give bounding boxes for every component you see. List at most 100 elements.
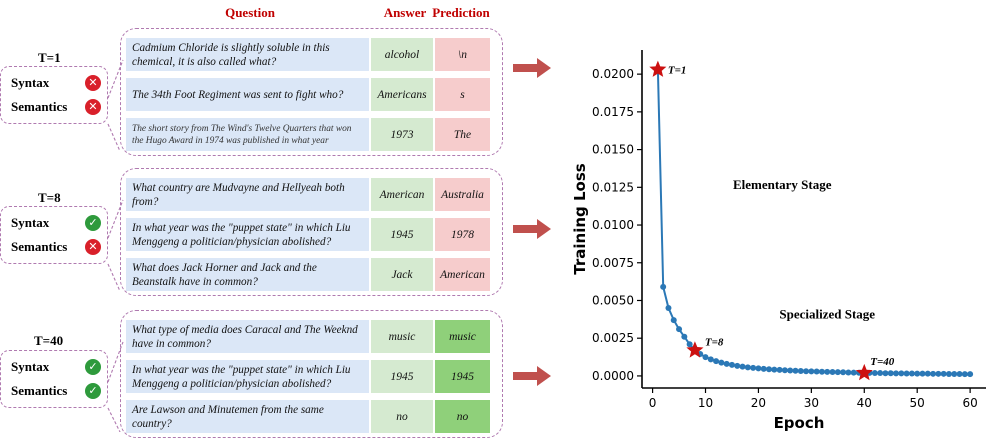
- check-icon: ✓: [85, 215, 101, 231]
- question-cell: What type of media does Caracal and The …: [126, 320, 369, 353]
- table-row: Cadmium Chloride is slightly soluble in …: [126, 38, 490, 71]
- loss-point: [893, 370, 900, 377]
- right-arrow-icon: [513, 58, 551, 78]
- x-tick-label: 10: [698, 396, 713, 410]
- check-icon: ✓: [85, 383, 101, 399]
- group-2-status-box: Syntax ✓ Semantics ✕: [0, 206, 108, 264]
- check-icon: ✓: [85, 359, 101, 375]
- loss-point: [787, 367, 794, 374]
- loss-point: [670, 317, 677, 324]
- prediction-header: Prediction: [432, 5, 490, 20]
- question-cell: In what year was the "puppet state" in w…: [126, 360, 369, 393]
- y-tick-label: 0.0025: [592, 331, 634, 345]
- training-loss-chart: 0.0000 0.0025 0.0050 0.0075 0.0100 0.0125 0.01…: [571, 50, 986, 432]
- prediction-cell: 1978: [435, 218, 490, 251]
- loss-point: [681, 333, 688, 340]
- x-axis-label: Epoch: [774, 414, 825, 432]
- loss-point: [903, 370, 910, 377]
- x-tick-label: 30: [804, 396, 819, 410]
- loss-point: [707, 356, 714, 363]
- semantics-label: Semantics: [11, 239, 68, 254]
- loss-point: [908, 370, 915, 377]
- x-tick-label: 20: [751, 396, 766, 410]
- loss-series-line: [656, 69, 971, 376]
- y-tick-label: 0.0050: [592, 293, 634, 307]
- loss-point: [760, 365, 767, 372]
- semantics-row: Semantics ✕: [11, 237, 101, 257]
- answer-cell: Jack: [371, 258, 433, 291]
- x-tick-label: 50: [910, 396, 925, 410]
- loss-point: [755, 365, 762, 372]
- stage-annotation: Specialized Stage: [779, 307, 875, 322]
- cross-icon: ✕: [85, 239, 101, 255]
- highlight-star-icon: [686, 341, 704, 358]
- loss-point: [956, 370, 963, 377]
- cross-icon: ✕: [85, 75, 101, 91]
- loss-point: [734, 362, 741, 369]
- table-row: In what year was the "puppet state" in w…: [126, 218, 490, 251]
- group-1-status-box: Syntax ✕ Semantics ✕: [0, 66, 108, 124]
- loss-point: [718, 359, 725, 366]
- y-axis-label: Training Loss: [571, 163, 589, 274]
- loss-point: [781, 367, 788, 374]
- prediction-cell: \n: [435, 38, 490, 71]
- loss-point: [676, 326, 683, 333]
- answer-cell: music: [371, 320, 433, 353]
- highlight-star-icon: [855, 363, 873, 381]
- answer-cell: 1945: [371, 218, 433, 251]
- syntax-row: Syntax ✓: [11, 213, 101, 233]
- loss-point: [797, 367, 804, 374]
- y-tick-label: 0.0200: [592, 67, 634, 81]
- loss-point: [951, 370, 958, 377]
- loss-point: [803, 368, 810, 375]
- loss-point: [887, 370, 894, 377]
- question-cell: Cadmium Chloride is slightly soluble in …: [126, 38, 369, 71]
- loss-point: [919, 370, 926, 377]
- loss-point: [665, 305, 672, 312]
- answer-header: Answer: [383, 5, 427, 20]
- loss-point: [945, 370, 952, 377]
- prediction-cell: no: [435, 400, 490, 433]
- question-cell: What country are Mudvayne and Hellyeah b…: [126, 178, 369, 211]
- loss-point: [739, 363, 746, 370]
- loss-point: [940, 370, 947, 377]
- loss-point: [771, 366, 778, 373]
- y-tick-label: 0.0175: [592, 105, 634, 119]
- prediction-cell: American: [435, 258, 490, 291]
- loss-point: [723, 360, 730, 367]
- x-tick-label: 40: [857, 396, 872, 410]
- group-2-t-label: T=8: [38, 190, 61, 205]
- loss-point: [702, 354, 709, 361]
- x-tick-label: 0: [649, 396, 657, 410]
- loss-point: [713, 358, 720, 365]
- loss-point: [961, 371, 968, 378]
- loss-point: [871, 370, 878, 377]
- loss-point: [967, 371, 974, 378]
- semantics-label: Semantics: [11, 99, 68, 114]
- question-cell: In what year was the "puppet state" in w…: [126, 218, 369, 251]
- x-tick-label: 60: [962, 396, 977, 410]
- loss-point: [686, 341, 693, 348]
- prediction-cell: s: [435, 78, 490, 111]
- loss-point: [834, 369, 841, 376]
- prediction-cell: 1945: [435, 360, 490, 393]
- loss-point: [660, 283, 667, 290]
- answer-cell: no: [371, 400, 433, 433]
- answer-cell: 1945: [371, 360, 433, 393]
- table-row: Are Lawson and Minutemen from the same c…: [126, 400, 490, 433]
- cross-icon: ✕: [85, 99, 101, 115]
- y-tick-label: 0.0125: [592, 180, 634, 194]
- table-row: The short story from The Wind's Twelve Q…: [126, 118, 490, 151]
- stage-annotation: Elementary Stage: [733, 177, 832, 192]
- semantics-row: Semantics ✕: [11, 97, 101, 117]
- loss-point: [813, 368, 820, 375]
- answer-cell: alcohol: [371, 38, 433, 71]
- syntax-row: Syntax ✕: [11, 73, 101, 93]
- question-cell: The short story from The Wind's Twelve Q…: [126, 118, 369, 151]
- loss-point: [818, 368, 825, 375]
- prediction-cell: The: [435, 118, 490, 151]
- group-3-status-box: Syntax ✓ Semantics ✓: [0, 350, 108, 408]
- syntax-label: Syntax: [11, 215, 50, 230]
- syntax-label: Syntax: [11, 359, 50, 374]
- loss-point: [776, 366, 783, 373]
